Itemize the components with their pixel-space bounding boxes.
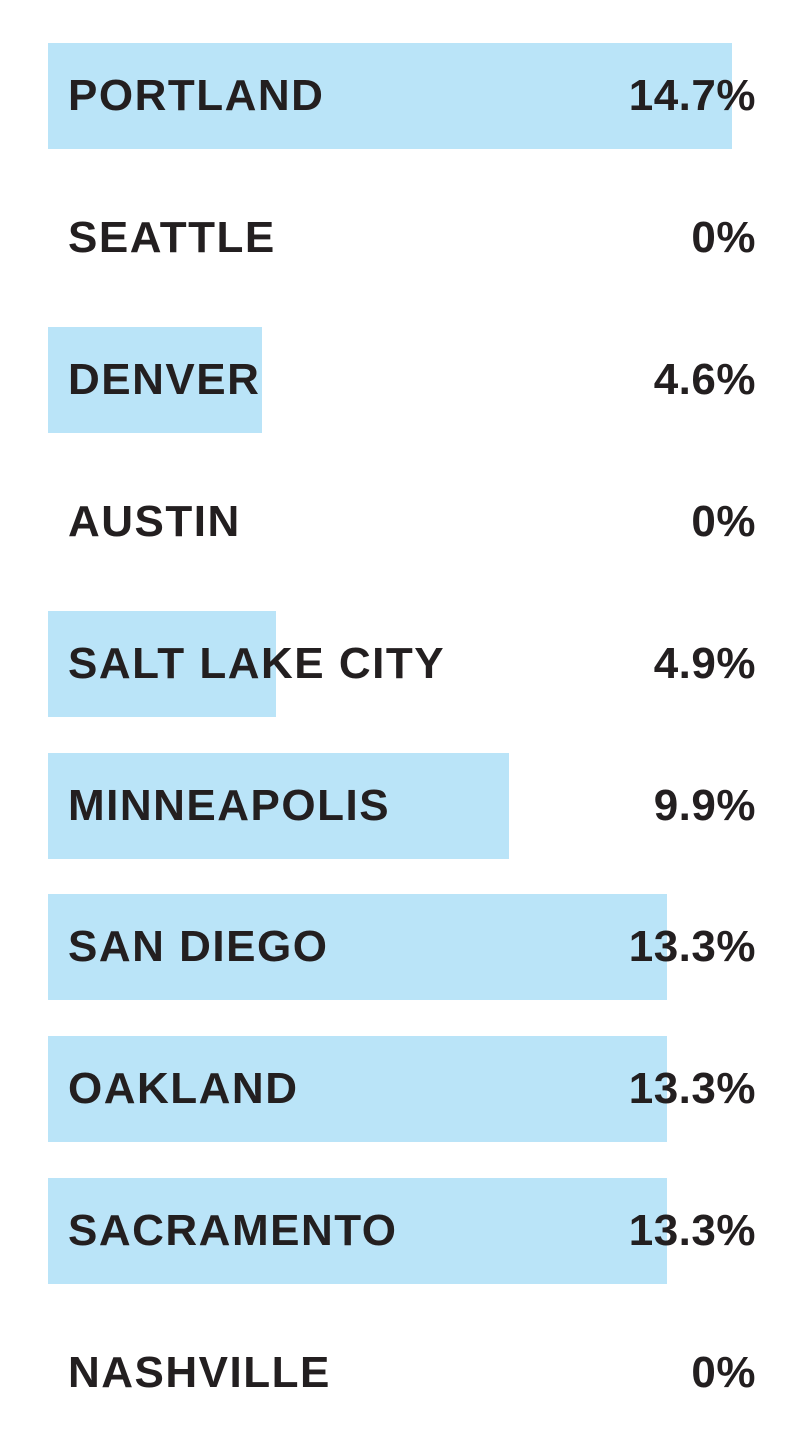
bar-row: AUSTIN 0%	[48, 469, 756, 575]
bar-row: SALT LAKE CITY 4.9%	[48, 611, 756, 717]
value-label: 0%	[691, 497, 756, 546]
value-label: 13.3%	[628, 1206, 756, 1255]
bar-row: SEATTLE 0%	[48, 185, 756, 291]
value-label: 4.9%	[653, 639, 756, 688]
category-label: SALT LAKE CITY	[68, 639, 446, 688]
bar-row: SACRAMENTO 13.3%	[48, 1178, 756, 1284]
category-label: SEATTLE	[68, 213, 276, 262]
category-label: SAN DIEGO	[68, 922, 329, 971]
category-label: PORTLAND	[68, 71, 325, 120]
value-label: 0%	[691, 1348, 756, 1397]
bar-row: OAKLAND 13.3%	[48, 1036, 756, 1142]
value-label: 14.7%	[628, 71, 756, 120]
bar-row: NASHVILLE 0%	[48, 1320, 756, 1426]
bar-row: DENVER 4.6%	[48, 327, 756, 433]
bar	[48, 1036, 667, 1142]
category-label: AUSTIN	[68, 497, 241, 546]
category-label: MINNEAPOLIS	[68, 781, 391, 830]
bar-row: PORTLAND 14.7%	[48, 43, 756, 149]
category-label: OAKLAND	[68, 1064, 299, 1113]
value-label: 13.3%	[628, 1064, 756, 1113]
bar	[48, 1178, 667, 1284]
value-label: 9.9%	[653, 781, 756, 830]
bar	[48, 327, 263, 433]
category-label: SACRAMENTO	[68, 1206, 398, 1255]
bar	[48, 611, 276, 717]
bar	[48, 894, 667, 1000]
value-label: 4.6%	[653, 355, 756, 404]
category-label: DENVER	[68, 355, 261, 404]
value-label: 0%	[691, 213, 756, 262]
value-label: 13.3%	[628, 922, 756, 971]
bar-row: SAN DIEGO 13.3%	[48, 894, 756, 1000]
category-label: NASHVILLE	[68, 1348, 331, 1397]
bar-row: MINNEAPOLIS 9.9%	[48, 753, 756, 859]
bar	[48, 43, 732, 149]
bar	[48, 753, 509, 859]
